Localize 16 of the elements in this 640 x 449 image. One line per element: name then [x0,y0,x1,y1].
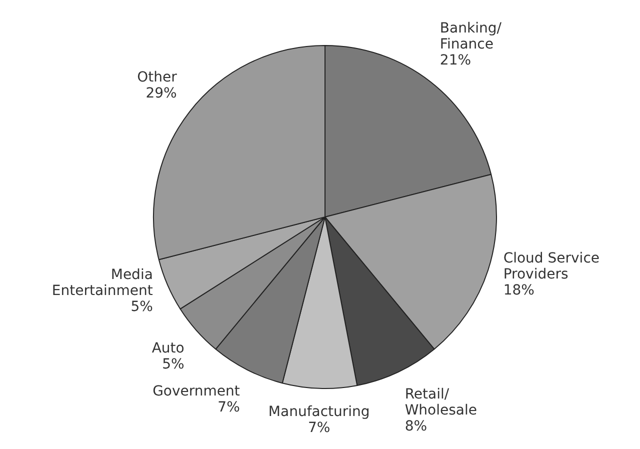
slice-label: Retail/Wholesale [404,386,478,418]
slice-label: Cloud Service Providers [503,250,600,283]
data-label: 29% [146,86,177,102]
slice-label: Banking/Finance [440,20,502,52]
slice-label: Auto [152,340,184,357]
data-label: 7% [218,400,240,416]
data-label: 8% [404,418,428,434]
data-label: 7% [308,420,330,436]
slice-label: Government [152,384,240,400]
slice-label: Other [137,70,178,86]
slice-label: Manufacturing [268,404,370,420]
data-label: 21% [440,52,472,68]
data-label: 5% [130,299,153,316]
slice-label: Media Entertainment [52,267,154,300]
data-label: 18% [503,282,534,299]
data-label: 5% [162,356,184,373]
